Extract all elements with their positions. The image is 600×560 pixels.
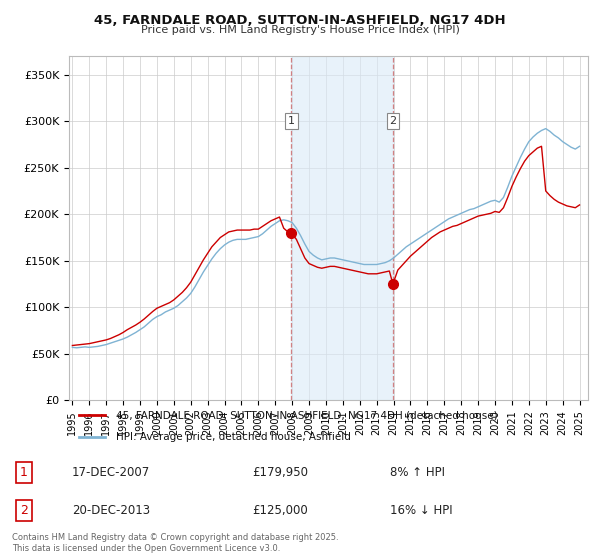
Text: £179,950: £179,950 xyxy=(252,466,308,479)
Text: 20-DEC-2013: 20-DEC-2013 xyxy=(72,504,150,517)
Text: 2: 2 xyxy=(20,504,28,517)
Text: 2: 2 xyxy=(389,116,397,126)
Text: £125,000: £125,000 xyxy=(252,504,308,517)
Text: 16% ↓ HPI: 16% ↓ HPI xyxy=(390,504,452,517)
Text: 1: 1 xyxy=(20,466,28,479)
Text: HPI: Average price, detached house, Ashfield: HPI: Average price, detached house, Ashf… xyxy=(116,432,350,442)
Text: 1: 1 xyxy=(288,116,295,126)
Text: 45, FARNDALE ROAD, SUTTON-IN-ASHFIELD, NG17 4DH: 45, FARNDALE ROAD, SUTTON-IN-ASHFIELD, N… xyxy=(94,14,506,27)
Text: 45, FARNDALE ROAD, SUTTON-IN-ASHFIELD, NG17 4DH (detached house): 45, FARNDALE ROAD, SUTTON-IN-ASHFIELD, N… xyxy=(116,410,497,420)
Text: 17-DEC-2007: 17-DEC-2007 xyxy=(72,466,150,479)
Text: Contains HM Land Registry data © Crown copyright and database right 2025.
This d: Contains HM Land Registry data © Crown c… xyxy=(12,533,338,553)
Text: 8% ↑ HPI: 8% ↑ HPI xyxy=(390,466,445,479)
Text: Price paid vs. HM Land Registry's House Price Index (HPI): Price paid vs. HM Land Registry's House … xyxy=(140,25,460,35)
Bar xyxy=(292,56,393,400)
